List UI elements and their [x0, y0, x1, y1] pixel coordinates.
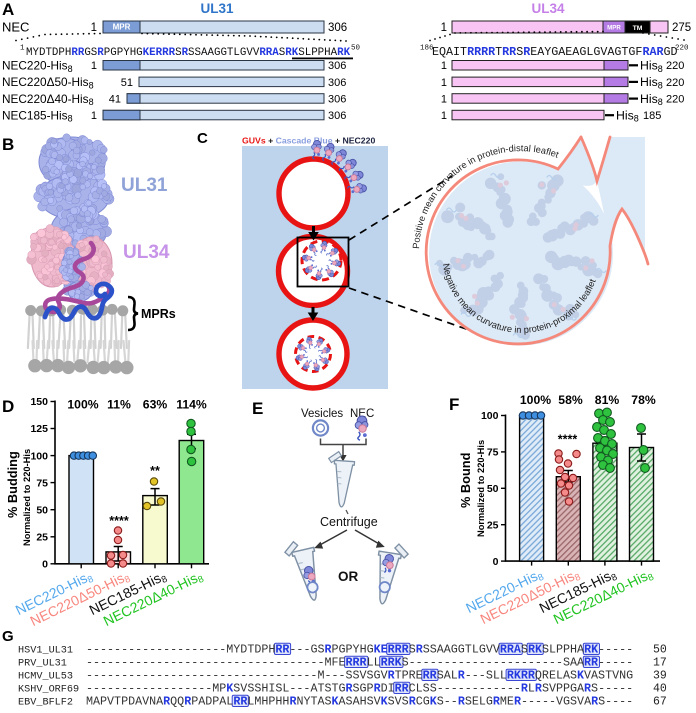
svg-text:TM: TM	[633, 25, 643, 32]
svg-text:KSHV_ORF69: KSHV_ORF69	[18, 685, 79, 696]
svg-text:PRV_UL31: PRV_UL31	[18, 659, 67, 670]
svg-text:1: 1	[441, 110, 447, 122]
svg-text:NEC220-His8: NEC220-His8	[2, 59, 73, 74]
svg-text:1: 1	[91, 60, 97, 72]
svg-text:100%: 100%	[67, 398, 98, 412]
svg-text:MPR: MPR	[607, 25, 621, 32]
svg-text:0: 0	[493, 556, 499, 568]
svg-text:51: 51	[121, 77, 133, 89]
svg-text:Vesicles: Vesicles	[301, 408, 343, 420]
svg-text:306: 306	[328, 110, 346, 122]
svg-text:------------------MPKSVSSHISL-: ------------------MPKSVSSHISL---ATSTGRSG…	[86, 682, 633, 696]
svg-text:HSV1_UL31: HSV1_UL31	[18, 646, 73, 657]
svg-text:1: 1	[441, 77, 447, 89]
svg-text:UL34: UL34	[531, 1, 565, 16]
svg-text:------------------------------: ---------------------------------M---SSV…	[86, 669, 633, 683]
svg-text:150: 150	[30, 396, 48, 408]
svg-text:306: 306	[328, 77, 346, 89]
svg-text:81%: 81%	[595, 393, 620, 407]
svg-text:F: F	[449, 395, 459, 414]
svg-text:NEC: NEC	[2, 20, 29, 35]
svg-text:HCMV_UL53: HCMV_UL53	[18, 672, 73, 683]
svg-text:50: 50	[351, 45, 361, 53]
svg-text:% Budding: % Budding	[5, 451, 20, 518]
svg-text:50: 50	[36, 504, 48, 516]
svg-text:0: 0	[42, 559, 48, 571]
svg-text:UL34: UL34	[123, 242, 170, 263]
svg-text:39: 39	[653, 670, 667, 683]
svg-text:114%: 114%	[176, 398, 207, 412]
svg-text:Normalized to 220-His: Normalized to 220-His	[476, 440, 486, 537]
svg-text:Centrifuge: Centrifuge	[320, 515, 378, 529]
svg-text:220: 220	[666, 77, 684, 89]
svg-text:------------------------------: ----------------------------------MFERRR…	[86, 656, 633, 670]
svg-text:63%: 63%	[143, 398, 168, 412]
svg-text:40: 40	[653, 683, 667, 696]
svg-text:1: 1	[20, 45, 25, 53]
svg-text:1: 1	[91, 110, 97, 122]
svg-text:B: B	[2, 135, 14, 154]
svg-text:**: **	[150, 464, 160, 478]
svg-text:MAPVTPDAVNARQQRPADPALRRLMHPHHR: MAPVTPDAVNARQQRPADPALRRLMHPHHRNYTASKASAH…	[86, 695, 633, 709]
svg-text:% Bound: % Bound	[458, 453, 473, 508]
svg-text:NEC185-His8: NEC185-His8	[2, 108, 73, 123]
svg-text:306: 306	[328, 93, 346, 105]
svg-text:1: 1	[441, 60, 447, 72]
svg-text:His8: His8	[616, 108, 639, 123]
svg-text:50: 50	[653, 644, 667, 657]
svg-text:50: 50	[487, 483, 499, 495]
svg-text:****: ****	[558, 433, 578, 447]
svg-text:D: D	[2, 397, 14, 416]
svg-text:220: 220	[666, 93, 684, 105]
svg-text:A: A	[2, 0, 14, 19]
svg-text:MPR: MPR	[113, 23, 131, 32]
svg-text:****: ****	[109, 514, 129, 528]
svg-text:11%: 11%	[107, 398, 131, 412]
svg-text:C: C	[197, 130, 208, 147]
svg-text:100%: 100%	[520, 393, 551, 407]
svg-text:NEC220Δ50-His8: NEC220Δ50-His8	[2, 75, 94, 90]
svg-text:100: 100	[481, 410, 499, 422]
svg-text:--------------------MYDTDPHRR-: --------------------MYDTDPHRR---GSRPGPYH…	[86, 643, 633, 657]
svg-text:125: 125	[30, 423, 48, 435]
svg-text:41: 41	[109, 93, 121, 105]
svg-text:GUVs + Cascade Blue + NEC220: GUVs + Cascade Blue + NEC220	[242, 136, 375, 146]
svg-text:MYDTDPHRRGSRPGPYHGKERRRSRSSAAG: MYDTDPHRRGSRPGPYHGKERRRSRSSAAGGTLGVVRRAS…	[26, 47, 351, 59]
svg-text:75: 75	[36, 477, 48, 489]
svg-text:OR: OR	[338, 569, 359, 584]
svg-text:EQAITRRRRTRRSREAYGAEAGLGVAGTGF: EQAITRRRRTRRSREAYGAEAGLGVAGTGFRARGD	[432, 45, 678, 59]
svg-text:306: 306	[328, 60, 346, 72]
svg-text:186: 186	[420, 45, 434, 53]
svg-text:25: 25	[36, 532, 48, 544]
svg-text:275: 275	[672, 22, 691, 34]
svg-text:17: 17	[653, 657, 667, 670]
svg-text:E: E	[252, 399, 263, 418]
svg-text:NEC: NEC	[350, 408, 374, 420]
svg-text:1: 1	[91, 22, 97, 34]
svg-text:His8: His8	[640, 92, 663, 107]
svg-text:NEC220Δ40-His8: NEC220Δ40-His8	[2, 92, 94, 107]
svg-text:UL31: UL31	[121, 175, 168, 196]
svg-text:1: 1	[441, 93, 447, 105]
svg-text:His8: His8	[640, 59, 663, 74]
svg-text:58%: 58%	[558, 393, 583, 407]
svg-text:His8: His8	[640, 75, 663, 90]
svg-text:25: 25	[487, 519, 499, 531]
svg-text:78%: 78%	[631, 393, 656, 407]
svg-text:306: 306	[328, 22, 347, 34]
svg-text:Normalized to 220-His: Normalized to 220-His	[22, 449, 32, 546]
svg-text:75: 75	[487, 447, 499, 459]
svg-text:UL31: UL31	[200, 1, 234, 16]
svg-text:100: 100	[30, 450, 48, 462]
svg-text:220: 220	[666, 60, 684, 72]
svg-text:MPRs: MPRs	[141, 307, 176, 321]
svg-text:67: 67	[653, 696, 667, 709]
svg-text:G: G	[2, 628, 14, 645]
svg-text:185: 185	[643, 110, 661, 122]
svg-text:EBV_BFLF2: EBV_BFLF2	[18, 698, 73, 709]
svg-text:1: 1	[441, 22, 447, 34]
svg-text:220: 220	[675, 45, 689, 53]
